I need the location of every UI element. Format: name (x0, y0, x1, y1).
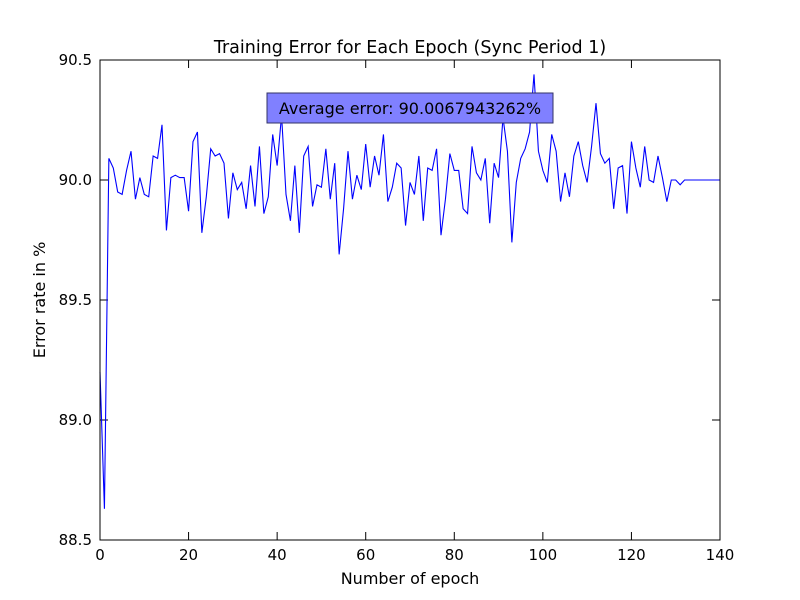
annotation-box (266, 92, 554, 124)
x-tick-label: 120 (617, 546, 646, 564)
x-tick-label: 100 (529, 546, 558, 564)
chart-title: Training Error for Each Epoch (Sync Peri… (213, 38, 606, 58)
y-tick-label: 89.0 (59, 411, 92, 429)
x-tick-label: 80 (445, 546, 464, 564)
x-tick-label: 40 (268, 546, 287, 564)
y-axis-ticks: 88.5 89.0 89.5 90.0 90.5 (59, 51, 720, 549)
y-tick-label: 89.5 (59, 291, 92, 309)
x-axis-ticks: 0 20 40 60 80 100 120 140 (95, 60, 734, 564)
y-tick-label: 88.5 (59, 531, 92, 549)
y-axis-label: Error rate in % (30, 242, 49, 359)
y-tick-label: 90.5 (59, 51, 92, 69)
x-tick-label: 20 (179, 546, 198, 564)
plot-frame (99, 59, 721, 541)
x-tick-label: 60 (356, 546, 375, 564)
x-axis-label: Number of epoch (341, 569, 480, 588)
annotation-text: Average error: 90.0067943262% (279, 99, 541, 118)
x-tick-label: 140 (706, 546, 735, 564)
average-annotation: Average error: 90.0067943262% (266, 92, 554, 124)
x-tick-label: 0 (95, 546, 105, 564)
series-line (99, 74, 720, 509)
y-tick-label: 90.0 (59, 171, 92, 189)
